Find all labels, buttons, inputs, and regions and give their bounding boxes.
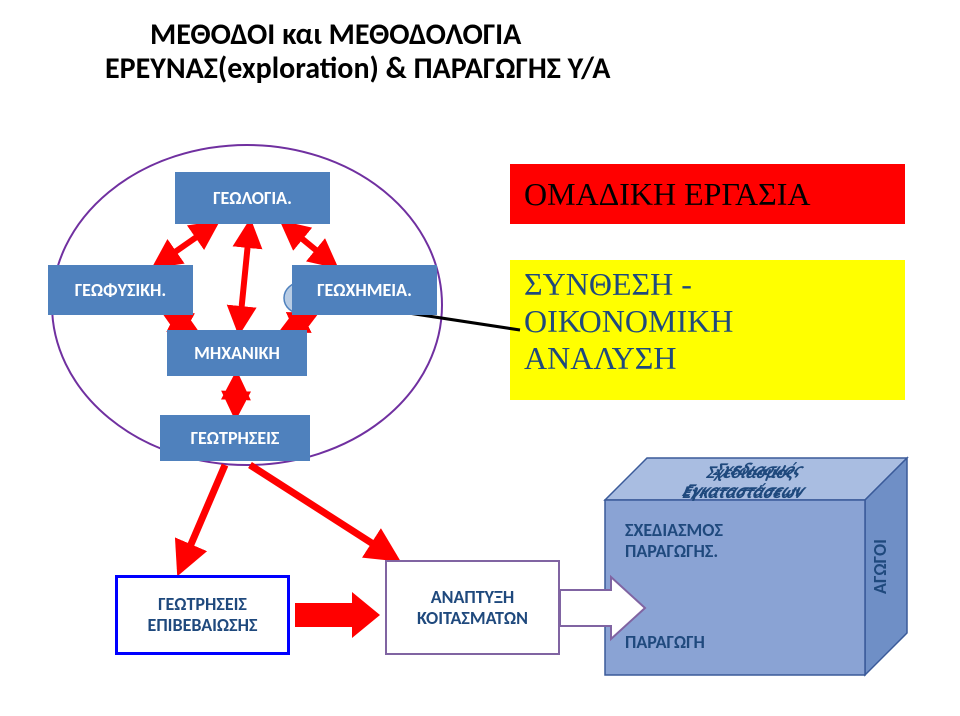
omadiki-box: ΟΜΑΔΙΚΗ ΕΡΓΑΣΙΑ [510,164,905,224]
cube-front-label-2: ΠΑΡΑΓΩΓΗ [625,627,795,657]
synthesi-box: ΣΥΝΘΕΣΗ -ΟΙΚΟΝΟΜΙΚΗΑΝΑΛΥΣΗ [510,260,905,400]
node-geotriseis: ΓΕΩΤΡΗΣΕΙΣ [160,415,310,461]
title-line-2: ΕΡΕΥΝΑΣ(exploration) & ΠΑΡΑΓΩΓΗΣ Υ/Α [105,52,905,86]
box-anaptyxi-koitasmaton: ΑΝΑΠΤΥΞΗΚΟΙΤΑΣΜΑΤΩΝ [385,560,560,655]
title-line-1: ΜΕΘΟΔΟΙ και ΜΕΘΟΔΟΛΟΓΙΑ [150,18,850,52]
box-geotriseis-epibebaiosis: ΓΕΩΤΡΗΣΕΙΣΕΠΙΒΕΒΑΙΩΣΗΣ [115,575,290,655]
node-geofysiki: ΓΕΩΦΥΣΙΚΗ. [48,265,193,315]
node-geologia: ΓΕΩΛΟΓΙΑ. [175,172,330,224]
node-mixaniki: ΜΗΧΑΝΙΚΗ [167,330,307,376]
cube-side-label: ΑΓΩΓΟΙ [869,539,891,594]
diagram-stage: ΣχεδιασμόςΕγκαταστάσεωνΑΓΩΓΟΙΣχεδιασμόςΕ… [0,0,960,716]
cube-front-label-1: ΣΧΕΔΙΑΣΜΟΣΠΑΡΑΓΩΓΗΣ. [625,520,795,580]
cube-top-label: ΣχεδιασμόςΕγκαταστάσεων [605,456,899,504]
node-geoximeia: ΓΕΩΧΗΜΕΙΑ. [292,265,437,315]
